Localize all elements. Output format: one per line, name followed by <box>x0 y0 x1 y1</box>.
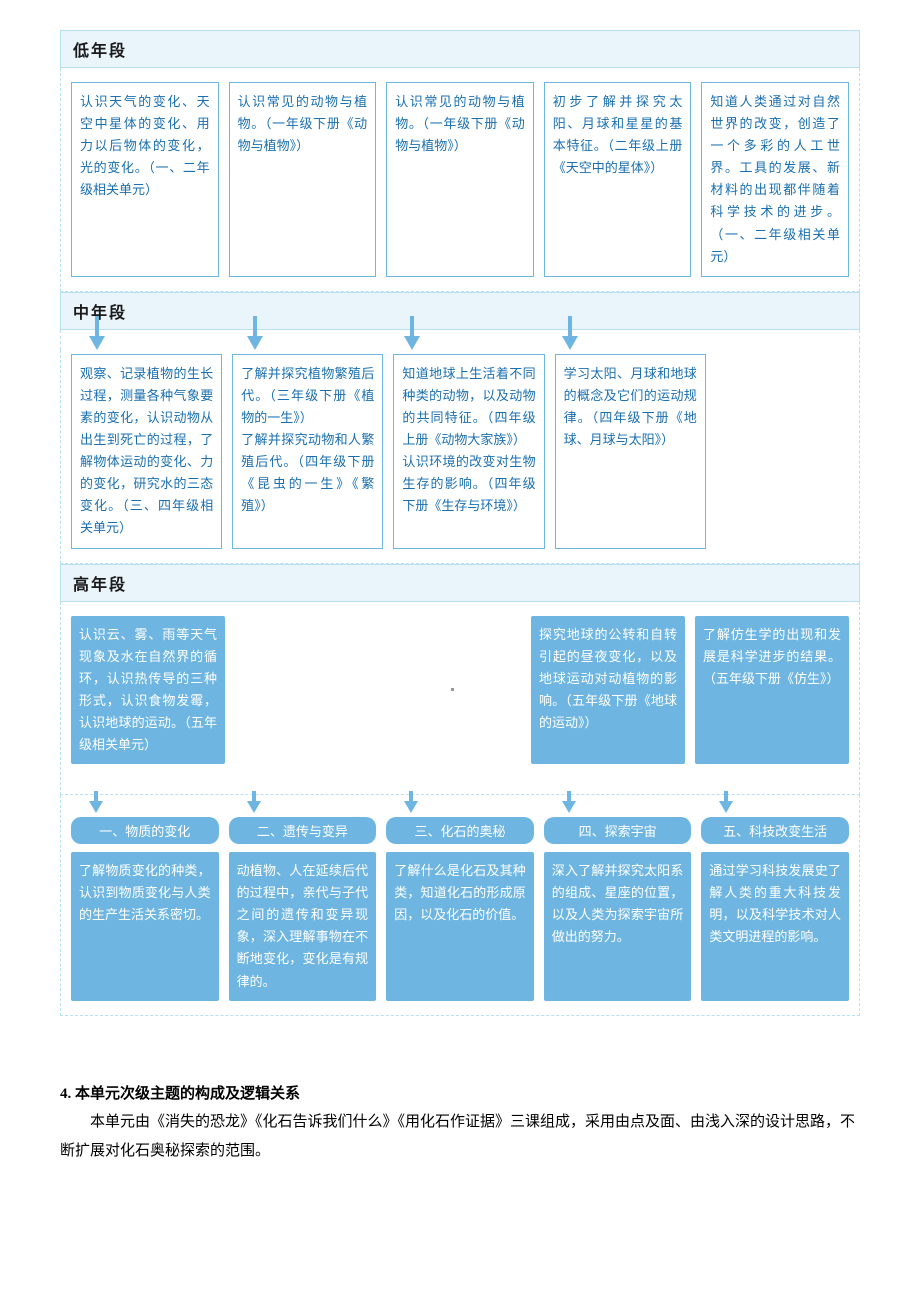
title-chip-3: 四、探索宇宙 <box>544 817 692 844</box>
section-header-low: 低年段 <box>60 30 860 68</box>
footer-text: 4. 本单元次级主题的构成及逻辑关系 本单元由《消失的恐龙》《化石告诉我们什么》… <box>60 1080 860 1166</box>
section-header-high: 高年段 <box>60 564 860 602</box>
title-chip-2: 三、化石的奥秘 <box>386 817 534 844</box>
titles-row: 一、物质的变化 二、遗传与变异 三、化石的奥秘 四、探索宇宙 五、科技改变生活 <box>71 817 849 844</box>
arrow-down-icon <box>89 801 103 813</box>
arrow-down-icon <box>247 801 261 813</box>
high-lower-boxes: 了解物质变化的种类，认识到物质变化与人类的生产生活关系密切。 动植物、人在延续后… <box>71 852 849 1001</box>
high-lower-box-1: 动植物、人在延续后代的过程中，亲代与子代之间的遗传和变异现象，深入理解事物在不断… <box>229 852 377 1001</box>
mid-box-3: 学习太阳、月球和地球的概念及它们的运动规律。（四年级下册《地球、月球与太阳》） <box>555 354 706 549</box>
high-lower-box-3: 深入了解并探究太阳系的组成、星座的位置，以及人类为探索宇宙所做出的努力。 <box>544 852 692 1001</box>
high-upper-box-4: 了解仿生学的出现和发展是科学进步的结果。（五年级下册《仿生》） <box>695 616 849 765</box>
high-upper-area: 认识云、雾、雨等天气现象及水在自然界的循环，认识热传导的三种形式，认识食物发霉，… <box>60 602 860 796</box>
arrow-cell <box>386 801 534 813</box>
arrow-down-icon <box>404 801 418 813</box>
section-header-mid: 中年段 <box>60 292 860 330</box>
title-chip-0: 一、物质的变化 <box>71 817 219 844</box>
high-lower-box-4: 通过学习科技发展史了解人类的重大科技发明，以及科学技术对人类文明进程的影响。 <box>701 852 849 1001</box>
mid-box-0: 观察、记录植物的生长过程，测量各种气象要素的变化，认识动物从出生到死亡的过程，了… <box>71 354 222 549</box>
arrow-down-icon <box>404 336 420 350</box>
high-lower-box-2: 了解什么是化石及其种类，知道化石的形成原因，以及化石的价值。 <box>386 852 534 1001</box>
page-root: 低年段 认识天气的变化、天空中星体的变化、用力以后物体的变化，光的变化。（一、二… <box>0 0 920 1056</box>
low-box-3: 初步了解并探究太阳、月球和星星的基本特征。（二年级上册《天空中的星体》） <box>544 82 692 277</box>
arrow-cell <box>701 801 849 813</box>
title-chip-1: 二、遗传与变异 <box>229 817 377 844</box>
low-box-0: 认识天气的变化、天空中星体的变化、用力以后物体的变化，光的变化。（一、二年级相关… <box>71 82 219 277</box>
arrow-cell <box>71 336 219 350</box>
high-upper-box-1-empty <box>235 616 373 765</box>
dot-icon <box>451 688 454 691</box>
high-upper-box-2-empty <box>383 616 521 765</box>
high-upper-box-0: 认识云、雾、雨等天气现象及水在自然界的循环，认识热传导的三种形式，认识食物发霉，… <box>71 616 225 765</box>
low-box-1: 认识常见的动物与植物。（一年级下册《动物与植物》） <box>229 82 377 277</box>
footer-para: 本单元由《消失的恐龙》《化石告诉我们什么》《用化石作证据》三课组成，采用由点及面… <box>60 1108 860 1165</box>
high-lower-box-0: 了解物质变化的种类，认识到物质变化与人类的生产生活关系密切。 <box>71 852 219 1001</box>
arrow-down-icon <box>562 336 578 350</box>
low-box-4: 知道人类通过对自然世界的改变，创造了一个多彩的人工世界。工具的发展、新材料的出现… <box>701 82 849 277</box>
low-box-2: 认识常见的动物与植物。（一年级下册《动物与植物》） <box>386 82 534 277</box>
high-upper-box-3: 探究地球的公转和自转引起的昼夜变化，以及地球运动对动植物的影响。（五年级下册《地… <box>531 616 685 765</box>
arrow-cell <box>229 336 377 350</box>
mid-area: 观察、记录植物的生长过程，测量各种气象要素的变化，认识动物从出生到死亡的过程，了… <box>60 350 860 564</box>
arrow-down-icon <box>247 336 263 350</box>
arrow-cell <box>701 336 849 350</box>
title-chip-4: 五、科技改变生活 <box>701 817 849 844</box>
low-area: 认识天气的变化、天空中星体的变化、用力以后物体的变化，光的变化。（一、二年级相关… <box>60 68 860 292</box>
arrow-cell <box>386 336 534 350</box>
arrow-cell <box>544 801 692 813</box>
mid-box-2: 知道地球上生活着不同种类的动物，以及动物的共同特征。（四年级上册《动物大家族》）… <box>393 354 544 549</box>
mid-box-1: 了解并探究植物繁殖后代。（三年级下册《植物的一生》） 了解并探究动物和人繁殖后代… <box>232 354 383 549</box>
high-lower-area: 一、物质的变化 二、遗传与变异 三、化石的奥秘 四、探索宇宙 五、科技改变生活 … <box>60 795 860 1016</box>
arrow-down-icon <box>562 801 576 813</box>
arrow-cell <box>229 801 377 813</box>
footer-heading: 4. 本单元次级主题的构成及逻辑关系 <box>60 1080 860 1109</box>
arrow-cell <box>71 801 219 813</box>
arrow-down-icon <box>719 801 733 813</box>
arrow-down-icon <box>89 336 105 350</box>
mid-box-4-empty <box>716 354 849 549</box>
arrow-cell <box>544 336 692 350</box>
